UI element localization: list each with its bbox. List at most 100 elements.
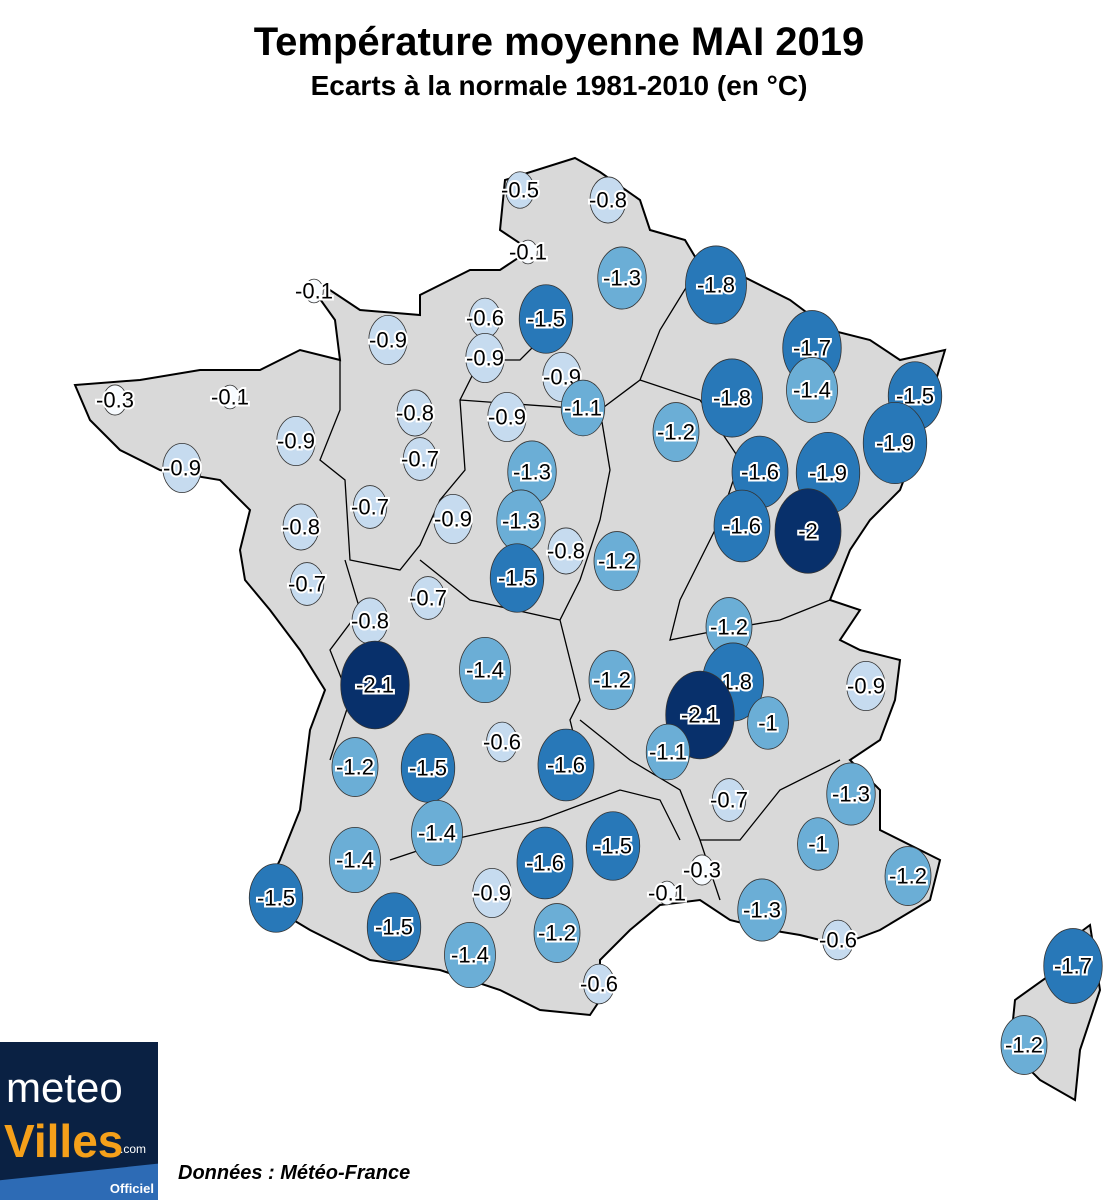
- station-bubbles: -0.5 -0.8 -0.1 -1.3 -1.8 -0.1 -0.9 -0.6 -1.5 -0.9…: [94, 171, 1103, 1075]
- station-bubble: [472, 867, 512, 919]
- station-bubble: [410, 576, 446, 620]
- station-value-label: -0.1: [211, 385, 249, 410]
- station-value-label: -0.6: [483, 730, 521, 755]
- station-value-label: -1.3: [832, 782, 870, 807]
- station-value-label: -0.3: [96, 388, 134, 413]
- station-value-label: -0.8: [396, 401, 434, 426]
- station-bubble: [537, 728, 595, 802]
- station-bubble: [652, 402, 700, 462]
- station-bubble: [465, 332, 505, 384]
- station-bubble: [689, 854, 715, 886]
- region-borders: [319, 264, 841, 901]
- station-value-label: -1.4: [418, 821, 456, 846]
- station-value-label: -0.7: [409, 586, 447, 611]
- station-value-label: -1.6: [526, 851, 564, 876]
- station-bubble: [533, 903, 581, 963]
- station-value-label: -1.4: [336, 848, 374, 873]
- station-value-label: -1.5: [594, 834, 632, 859]
- station-value-label: -1: [808, 832, 828, 857]
- station-value-label: -1.7: [1054, 954, 1092, 979]
- station-bubble: [701, 358, 763, 438]
- station-bubble: [713, 489, 771, 563]
- station-bubble: [402, 437, 438, 481]
- station-value-label: -0.3: [683, 858, 721, 883]
- station-bubble: [846, 660, 886, 712]
- station-bubble: [289, 562, 325, 606]
- station-bubble: [220, 384, 240, 410]
- station-value-label: -2: [798, 519, 818, 544]
- station-value-label: -0.8: [282, 515, 320, 540]
- station-value-label: -0.8: [351, 609, 389, 634]
- station-value-label: -0.9: [466, 346, 504, 371]
- logo-suffix: .com: [120, 1142, 147, 1156]
- station-bubble: [588, 650, 636, 710]
- logo-badge: Officiel: [109, 1181, 154, 1196]
- station-value-label: -1.3: [603, 266, 641, 291]
- station-value-label: -1.2: [593, 668, 631, 693]
- station-value-label: -0.9: [163, 456, 201, 481]
- station-value-label: -0.9: [434, 507, 472, 532]
- station-value-label: -1.3: [502, 509, 540, 534]
- station-value-label: -1.5: [257, 886, 295, 911]
- station-bubble: [340, 640, 410, 730]
- station-value-label: -0.6: [580, 972, 618, 997]
- station-bubble: [786, 356, 838, 424]
- station-bubble: [862, 401, 928, 485]
- station-value-label: -1.1: [564, 396, 602, 421]
- map-subtitle: Ecarts à la normale 1981-2010 (en °C): [310, 70, 808, 101]
- station-bubble: [276, 415, 316, 467]
- map-title: Température moyenne MAI 2019: [253, 20, 865, 64]
- station-value-label: -0.1: [648, 881, 686, 906]
- station-bubble: [583, 963, 615, 1005]
- station-value-label: -0.9: [369, 328, 407, 353]
- station-value-label: -0.9: [277, 429, 315, 454]
- station-bubble: [645, 723, 691, 781]
- station-bubble: [516, 826, 574, 900]
- station-bubble: [547, 527, 585, 575]
- meteovilles-logo: meteo Villes .com Officiel: [0, 1042, 158, 1200]
- station-bubble: [162, 442, 202, 494]
- station-value-label: -0.7: [351, 495, 389, 520]
- station-value-label: -0.8: [589, 188, 627, 213]
- station-bubble: [248, 863, 304, 933]
- station-value-label: -2.1: [356, 673, 394, 698]
- station-bubble: [737, 878, 787, 942]
- station-value-label: -1.5: [498, 566, 536, 591]
- station-bubble: [459, 636, 511, 704]
- station-value-label: -1.5: [375, 915, 413, 940]
- station-bubble: [1043, 928, 1103, 1004]
- station-value-label: -1.9: [876, 431, 914, 456]
- station-bubble: [505, 171, 535, 209]
- station-bubble: [433, 493, 473, 545]
- station-value-label: -0.7: [710, 788, 748, 813]
- station-value-label: -1.1: [649, 740, 687, 765]
- station-value-label: -1.6: [723, 514, 761, 539]
- station-value-label: -2.1: [681, 703, 719, 728]
- station-bubble: [489, 543, 545, 613]
- station-bubble: [486, 721, 518, 763]
- station-bubble: [102, 384, 128, 416]
- station-bubble: [589, 176, 627, 224]
- station-bubble: [657, 880, 677, 906]
- station-value-label: -1.3: [743, 898, 781, 923]
- station-bubble: [366, 892, 422, 962]
- station-value-label: -0.9: [473, 881, 511, 906]
- station-bubble: [329, 826, 381, 894]
- station-bubble: [518, 239, 538, 265]
- station-value-label: -1.8: [713, 386, 751, 411]
- station-bubble: [774, 488, 842, 574]
- station-value-label: -1.2: [538, 921, 576, 946]
- data-source: Données : Météo-France: [178, 1162, 411, 1184]
- station-value-label: -0.9: [488, 405, 526, 430]
- station-bubble: [368, 314, 408, 366]
- station-bubble: [685, 245, 747, 325]
- station-bubble: [826, 762, 876, 826]
- station-value-label: -1.5: [409, 756, 447, 781]
- station-value-label: -0.5: [501, 178, 539, 203]
- station-bubble: [585, 811, 641, 881]
- station-value-label: -1.6: [741, 460, 779, 485]
- station-value-label: -1.3: [513, 460, 551, 485]
- station-value-label: -1.4: [793, 378, 831, 403]
- station-value-label: -0.1: [509, 240, 547, 265]
